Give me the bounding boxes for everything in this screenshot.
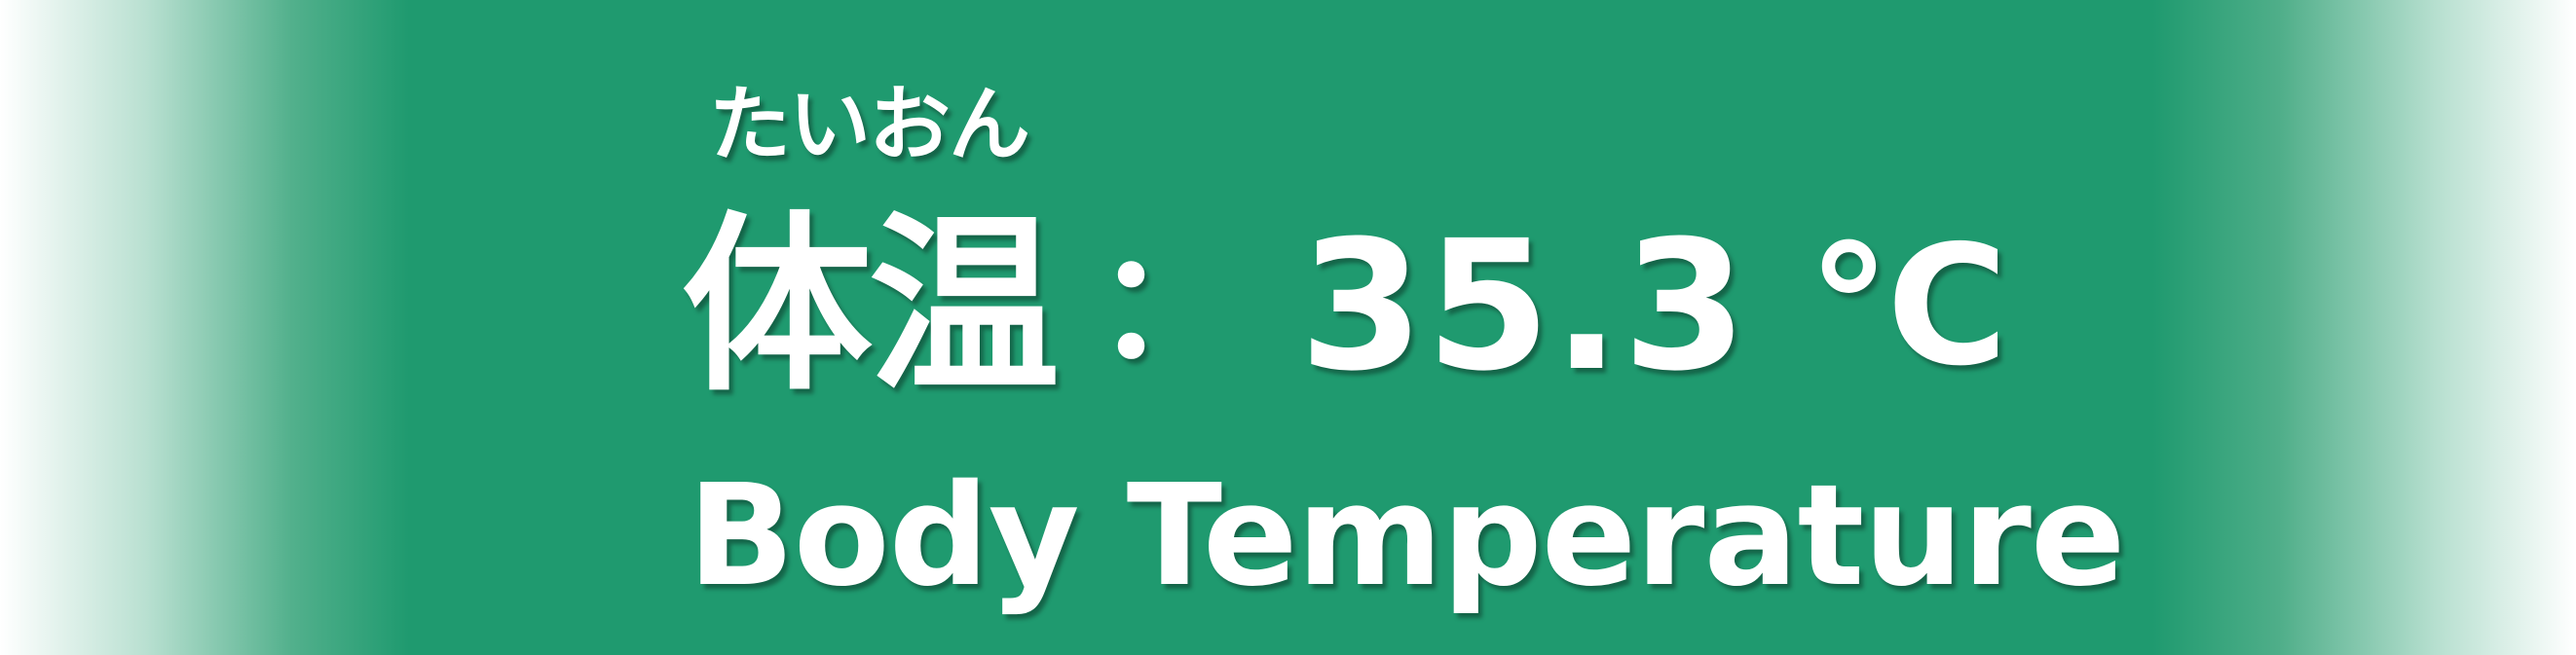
label-japanese: 体温 — [682, 196, 1060, 418]
label-english: Body Temperature — [688, 454, 2126, 617]
temperature-line: 体温 ： 35.3 ℃ — [682, 200, 2008, 414]
label-separator: ： — [1095, 222, 1242, 391]
furigana-reading: たいおん — [709, 77, 1030, 172]
temperature-value: 35.3 — [1299, 202, 1750, 411]
temperature-unit: ℃ — [1808, 210, 2008, 403]
